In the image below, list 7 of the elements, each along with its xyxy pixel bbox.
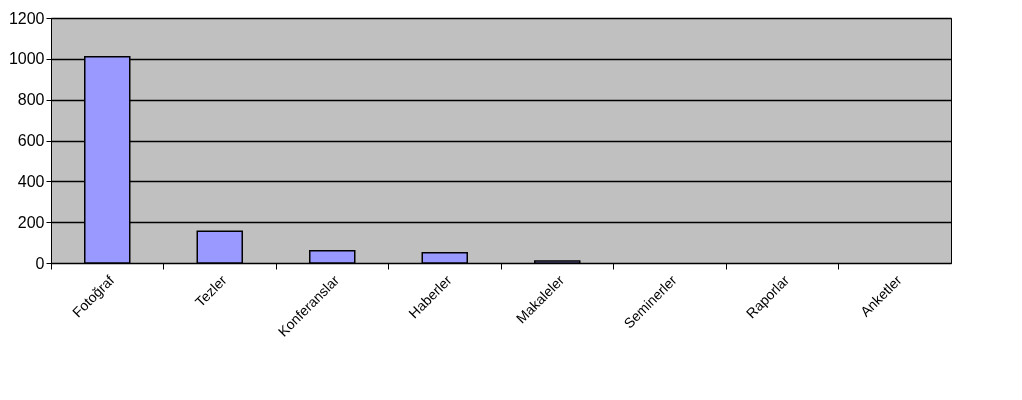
y-tick-label: 800: [17, 91, 45, 109]
y-tick-label: 1000: [8, 50, 45, 68]
y-tick-label: 400: [17, 172, 45, 190]
y-tick-label: 200: [17, 213, 45, 231]
y-tick-label: 1200: [8, 9, 45, 27]
y-tick-label: 600: [17, 132, 45, 149]
y-tick-label: 0: [35, 254, 45, 272]
